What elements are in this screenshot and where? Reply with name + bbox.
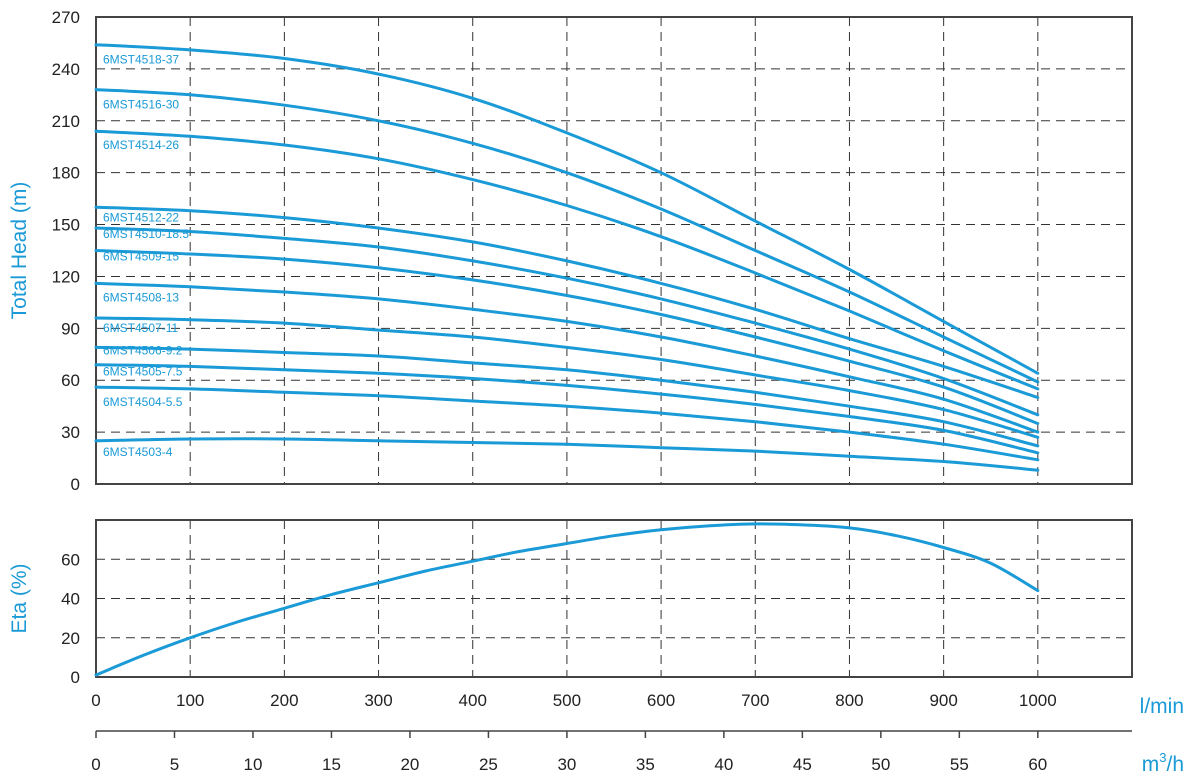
eta-plot-frame: [95, 519, 1133, 678]
lmin-tick-label: 700: [741, 691, 769, 710]
m3h-tick-label: 35: [636, 755, 655, 774]
lmin-tick-label: 500: [553, 691, 581, 710]
head-y-tick-label: 0: [71, 475, 80, 494]
lmin-axis-title: l/min: [1140, 695, 1184, 718]
curve-label: 6MST4503-4: [103, 445, 173, 459]
head-curve: [94, 88, 1040, 384]
head-y-tick-label: 210: [52, 112, 80, 131]
efficiency-chart-panel: 0 20 40 60 Eta (%): [8, 519, 1133, 687]
head-y-tick-label: 270: [52, 8, 80, 27]
head-curve: [94, 437, 1040, 472]
head-y-axis-title: Total Head (m): [8, 182, 31, 320]
m3h-axis-title: m3/h: [1142, 750, 1184, 776]
curve-label: 6MST4507-11: [103, 321, 178, 335]
lmin-tick-label: 800: [835, 691, 863, 710]
m3h-tick-label: 50: [871, 755, 890, 774]
head-y-tick-label: 240: [52, 60, 80, 79]
m3h-tick-label: 60: [1028, 755, 1047, 774]
curve-label: 6MST4510-18.5: [103, 227, 189, 241]
m3h-tick-label: 40: [714, 755, 733, 774]
head-curve: [94, 385, 1040, 462]
eta-y-tick-label: 40: [61, 590, 80, 609]
lmin-tick-label: 400: [459, 691, 487, 710]
lmin-tick-label: 100: [176, 691, 204, 710]
curve-label: 6MST4516-30: [103, 98, 179, 112]
curve-label: 6MST4512-22: [103, 210, 179, 224]
head-curve: [94, 249, 1040, 425]
head-y-tick-label: 60: [61, 371, 80, 390]
curve-label: 6MST4518-37: [103, 53, 179, 67]
lmin-tick-label: 200: [270, 691, 298, 710]
lmin-tick-label: 300: [364, 691, 392, 710]
head-curve: [94, 226, 1040, 417]
m3h-tick-label: 10: [244, 755, 263, 774]
m3h-tick-label: 45: [793, 755, 812, 774]
head-curve: [94, 316, 1040, 439]
curve-label: 6MST4506-9.2: [103, 343, 183, 357]
curve-label: 6MST4504-5.5: [103, 395, 183, 409]
head-curve: [94, 345, 1040, 448]
head-y-tick-label: 30: [61, 423, 80, 442]
head-y-tick-label: 150: [52, 216, 80, 235]
m3h-tick-label: 55: [950, 755, 969, 774]
m3h-tick-label: 20: [400, 755, 419, 774]
head-plot-frame: [95, 16, 1133, 485]
head-curve: [94, 43, 1040, 375]
curve-label: 6MST4505-7.5: [103, 365, 183, 379]
curve-label: 6MST4509-15: [103, 250, 179, 264]
head-curve: [94, 205, 1040, 399]
curve-label: 6MST4514-26: [103, 138, 179, 152]
flow-lmin-axis: 0 100 200 300 400 500 600 700 800 900 1000 l/min: [91, 691, 1184, 718]
m3h-tick-label: 25: [479, 755, 498, 774]
eta-y-axis-title: Eta (%): [8, 563, 31, 633]
flow-m3h-axis: 0 5 10 15 20 25 30 35 40 45 50 55 60 m3/h: [91, 730, 1184, 776]
head-y-tick-label: 180: [52, 164, 80, 183]
lmin-tick-label: 600: [647, 691, 675, 710]
head-y-tick-label: 120: [52, 267, 80, 286]
lmin-tick-label: 0: [91, 691, 100, 710]
head-chart-panel: 0 30 60 90 120 150 180 210 240 270 6MST4518-37 6MST…: [8, 8, 1133, 494]
eta-y-tick-label: 60: [61, 550, 80, 569]
eta-curve: [94, 522, 1040, 677]
head-curve: [94, 363, 1040, 455]
lmin-tick-label: 1000: [1019, 691, 1057, 710]
eta-y-tick-label: 20: [61, 629, 80, 648]
m3h-tick-label: 30: [557, 755, 576, 774]
head-y-tick-label: 90: [61, 319, 80, 338]
curve-label: 6MST4508-13: [103, 290, 179, 304]
eta-y-tick-label: 0: [71, 668, 80, 687]
head-curve: [94, 281, 1040, 434]
head-curve: [94, 129, 1040, 391]
lmin-tick-label: 900: [929, 691, 957, 710]
m3h-tick-label: 15: [322, 755, 341, 774]
m3h-tick-label: 5: [170, 755, 179, 774]
m3h-tick-label: 0: [91, 755, 100, 774]
